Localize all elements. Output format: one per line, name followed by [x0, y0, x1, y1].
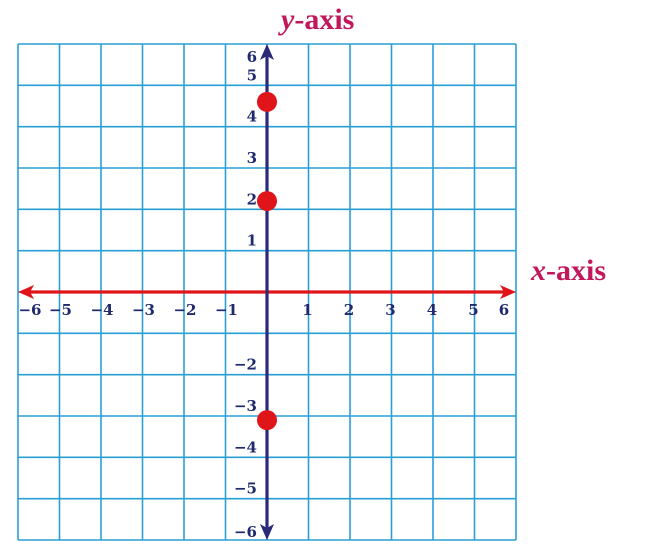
y-tick-label: 6: [247, 48, 257, 66]
y-tick-label: 3: [247, 149, 257, 167]
x-tick-label: 3: [385, 301, 395, 319]
x-axis-left-arrow: [18, 285, 34, 299]
x-tick-label: 5: [468, 301, 478, 319]
x-tick-label: −2: [173, 301, 196, 319]
x-tick-label: 1: [302, 301, 312, 319]
y-tick-label: −4: [234, 438, 257, 456]
y-axis-top-arrow: [260, 44, 274, 60]
y-tick-labels: 65 4 3 2 1 −2 −3 −4 −5 −6: [234, 48, 257, 541]
y-tick-label: −2: [234, 356, 257, 374]
data-point: [257, 191, 277, 212]
x-tick-label: −3: [132, 301, 155, 319]
axes: [18, 44, 516, 540]
y-tick-label: 4: [247, 108, 257, 126]
data-point: [257, 91, 277, 112]
x-tick-label: 2: [344, 301, 354, 319]
x-tick-labels: −6 −5 −4 −3 −2 −1 1 2 3 4 5 6: [18, 301, 509, 319]
y-tick-label: 1: [247, 232, 257, 250]
x-tick-label: −6: [18, 301, 41, 319]
y-tick-label: 5: [247, 66, 257, 84]
x-tick-label: 6: [499, 301, 509, 319]
y-tick-label: 2: [247, 190, 257, 208]
data-point: [257, 410, 277, 431]
y-axis-bottom-arrow: [260, 524, 274, 540]
x-tick-label: −4: [90, 301, 113, 319]
y-tick-label: −3: [234, 397, 257, 415]
y-axis-title: y-axis: [278, 3, 354, 36]
y-tick-label: −5: [234, 480, 257, 498]
x-axis-title: x-axis: [530, 254, 606, 287]
x-tick-label: −1: [215, 301, 238, 319]
data-points: [257, 91, 277, 431]
x-axis-right-arrow: [500, 285, 516, 299]
x-tick-label: −5: [49, 301, 72, 319]
y-tick-label: −6: [234, 523, 257, 541]
x-tick-label: 4: [427, 301, 437, 319]
